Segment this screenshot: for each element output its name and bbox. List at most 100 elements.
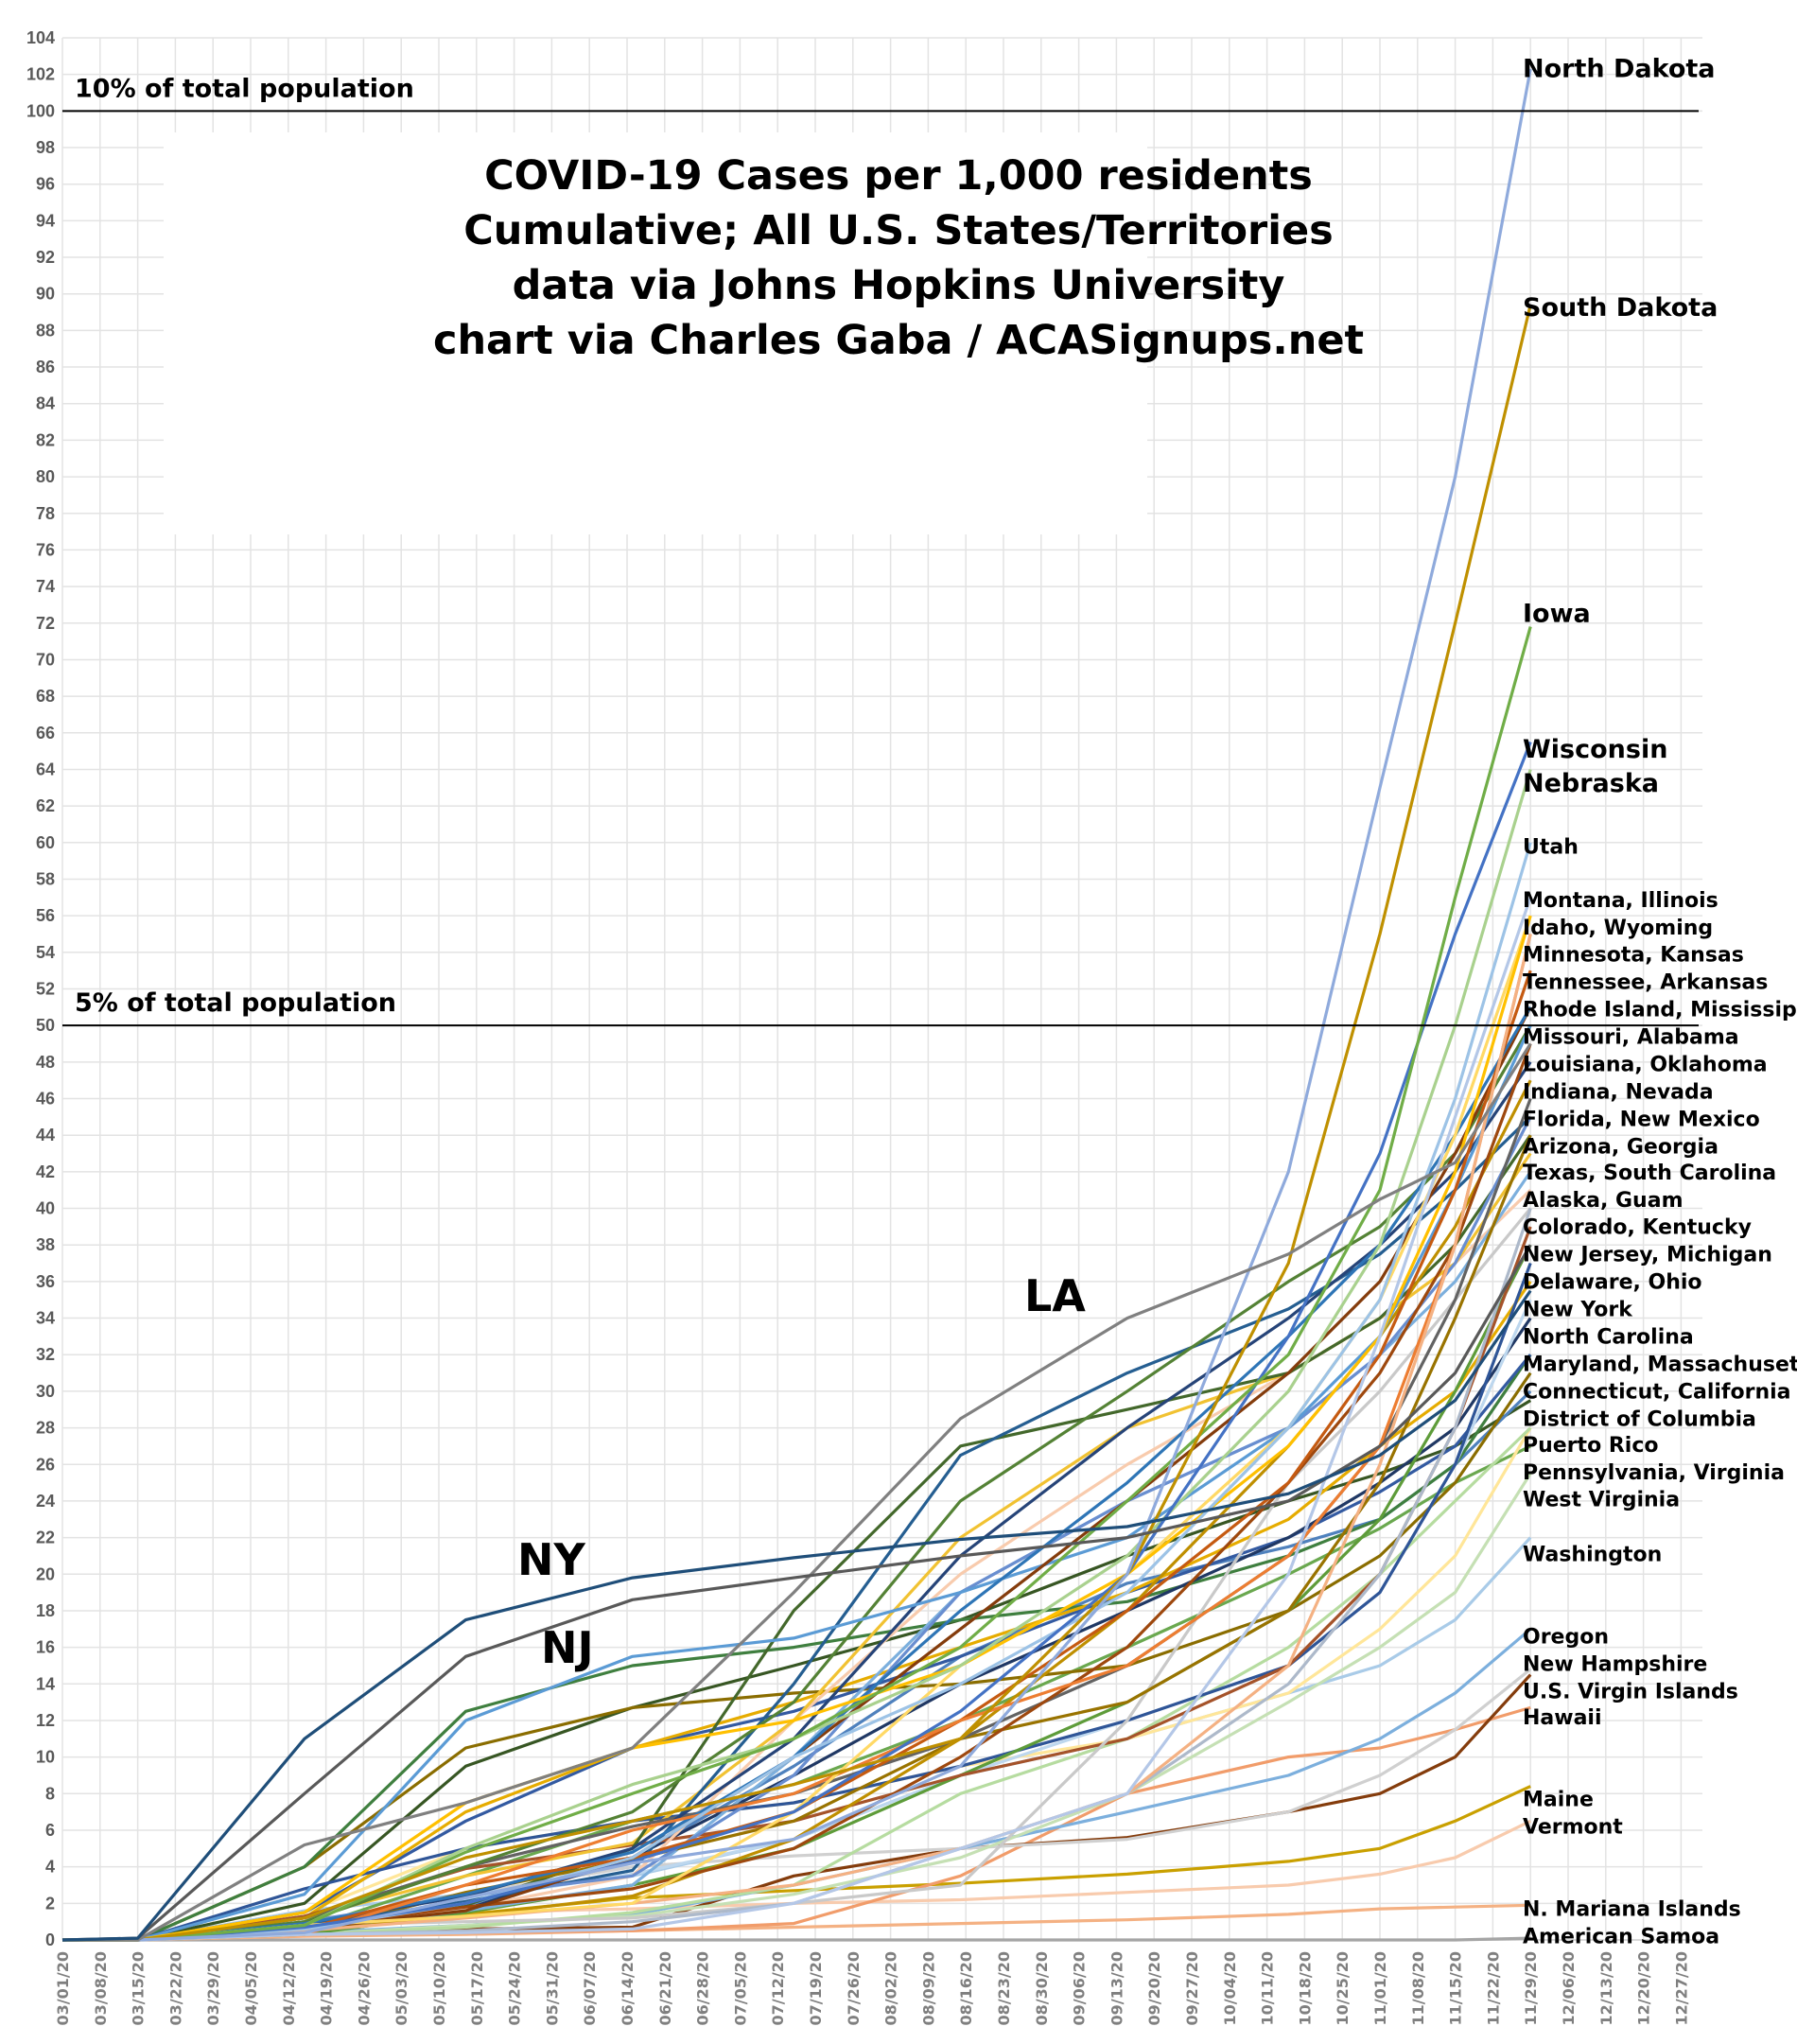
y-tick-label: 102: [26, 65, 55, 84]
title-line-1: COVID-19 Cases per 1,000 residents: [484, 152, 1313, 200]
end-label: Montana, Illinois: [1523, 889, 1718, 913]
end-labels: North Dakota South Dakota Iowa Wisconsin Neb…: [1523, 55, 1797, 1949]
x-tick-label: 11/08/20: [1409, 1951, 1427, 2025]
x-tick-label: 09/13/20: [1108, 1951, 1125, 2025]
title-background: [164, 132, 1147, 534]
y-tick-label: 74: [36, 577, 55, 596]
y-tick-label: 22: [36, 1529, 55, 1547]
x-tick-label: 12/06/20: [1560, 1951, 1578, 2025]
x-tick-label: 07/26/20: [845, 1951, 863, 2025]
y-tick-label: 56: [36, 906, 55, 925]
end-label: Iowa: [1523, 600, 1591, 629]
end-label: Utah: [1523, 835, 1579, 859]
y-tick-label: 64: [36, 760, 55, 778]
end-label: Tennessee, Arkansas: [1523, 971, 1768, 995]
title-line-2: Cumulative; All U.S. States/Territories: [463, 207, 1334, 254]
y-tick-label: 4: [45, 1858, 55, 1877]
y-tick-label: 78: [36, 504, 55, 523]
annotation-la: LA: [1024, 1270, 1086, 1321]
end-label: Idaho, Wyoming: [1523, 917, 1713, 940]
y-tick-label: 34: [36, 1309, 55, 1328]
x-tick-label: 03/15/20: [130, 1951, 148, 2025]
x-tick-label: 11/29/20: [1522, 1951, 1540, 2025]
x-tick-label: 03/29/20: [204, 1951, 222, 2025]
x-tick-label: 04/19/20: [318, 1951, 336, 2025]
y-tick-label: 92: [36, 248, 55, 267]
annotation-nj: NJ: [541, 1622, 594, 1673]
end-label: North Dakota: [1523, 55, 1716, 84]
x-tick-label: 10/11/20: [1259, 1951, 1277, 2025]
y-tick-label: 96: [36, 175, 55, 194]
x-tick-label: 06/14/20: [619, 1951, 637, 2025]
x-tick-label: 06/21/20: [656, 1951, 674, 2025]
end-label: South Dakota: [1523, 293, 1718, 323]
y-tick-label: 2: [45, 1894, 55, 1913]
y-tick-label: 54: [36, 943, 55, 962]
x-tick-label: 09/20/20: [1145, 1951, 1163, 2025]
series-line-louisiana: [62, 1042, 1532, 1942]
y-tick-label: 52: [36, 980, 55, 999]
end-label: Connecticut, California: [1523, 1380, 1791, 1404]
series-line-district-of-columbia: [62, 1399, 1532, 1942]
series-lines: [61, 68, 1532, 1942]
x-tick-label: 12/13/20: [1597, 1951, 1615, 2025]
end-label: Nebraska: [1523, 769, 1659, 798]
chart-title: COVID-19 Cases per 1,000 residents Cumul…: [433, 152, 1364, 364]
x-axis: 03/01/20 03/08/20 03/15/20 03/22/20 03/29/20…: [54, 1939, 1702, 2025]
y-tick-label: 84: [36, 394, 55, 413]
end-label: Vermont: [1523, 1816, 1623, 1840]
end-label: New Jersey, Michigan: [1523, 1244, 1772, 1267]
x-tick-label: 11/22/20: [1484, 1951, 1502, 2025]
y-tick-label: 68: [36, 687, 55, 706]
x-tick-label: 04/12/20: [280, 1951, 298, 2025]
end-label: Wisconsin: [1523, 735, 1667, 764]
x-tick-label: 08/30/20: [1033, 1951, 1051, 2025]
end-label: West Virginia: [1523, 1489, 1680, 1512]
x-tick-label: 05/31/20: [543, 1951, 561, 2025]
y-tick-label: 20: [36, 1564, 55, 1583]
reference-line-label: 5% of total population: [75, 988, 396, 1018]
end-label: Rhode Island, Mississippi: [1523, 999, 1797, 1022]
end-label: Colorado, Kentucky: [1523, 1216, 1752, 1240]
y-tick-label: 16: [36, 1638, 55, 1657]
x-tick-label: 07/05/20: [731, 1951, 749, 2025]
y-tick-label: 98: [36, 138, 55, 157]
end-label: New Hampshire: [1523, 1652, 1707, 1676]
series-line-iowa: [62, 626, 1532, 1942]
x-tick-label: 06/07/20: [581, 1951, 599, 2025]
end-label: Maine: [1523, 1789, 1594, 1812]
y-tick-label: 8: [45, 1784, 55, 1803]
end-label: Alaska, Guam: [1523, 1189, 1684, 1213]
end-label: Pennsylvania, Virginia: [1523, 1461, 1785, 1485]
x-tick-label: 03/22/20: [166, 1951, 184, 2025]
x-tick-label: 05/10/20: [430, 1951, 448, 2025]
x-tick-label: 12/27/20: [1672, 1951, 1690, 2025]
end-label: New York: [1523, 1299, 1633, 1322]
x-tick-label: 06/28/20: [694, 1951, 712, 2025]
x-tick-label: 08/16/20: [957, 1951, 975, 2025]
y-tick-label: 10: [36, 1748, 55, 1767]
x-tick-label: 10/25/20: [1334, 1951, 1352, 2025]
series-line-south-dakota: [62, 304, 1532, 1942]
x-tick-label: 05/03/20: [393, 1951, 410, 2025]
x-tick-label: 10/18/20: [1296, 1951, 1314, 2025]
end-label: Florida, New Mexico: [1523, 1108, 1760, 1131]
x-tick-label: 08/09/20: [919, 1951, 937, 2025]
x-tick-label: 05/17/20: [468, 1951, 486, 2025]
annotation-ny: NY: [517, 1534, 585, 1585]
y-tick-label: 66: [36, 724, 55, 742]
y-tick-label: 32: [36, 1345, 55, 1364]
end-label: Arizona, Georgia: [1523, 1135, 1718, 1159]
y-tick-label: 60: [36, 833, 55, 852]
y-tick-label: 58: [36, 869, 55, 888]
end-label: Oregon: [1523, 1625, 1609, 1649]
series-line-michigan: [62, 1262, 1532, 1942]
end-label: District of Columbia: [1523, 1407, 1756, 1431]
x-tick-label: 11/15/20: [1447, 1951, 1465, 2025]
end-label: Delaware, Ohio: [1523, 1271, 1702, 1295]
y-tick-label: 104: [26, 28, 55, 47]
x-tick-label: 03/08/20: [92, 1951, 110, 2025]
y-tick-label: 26: [36, 1455, 55, 1474]
y-tick-label: 36: [36, 1272, 55, 1291]
